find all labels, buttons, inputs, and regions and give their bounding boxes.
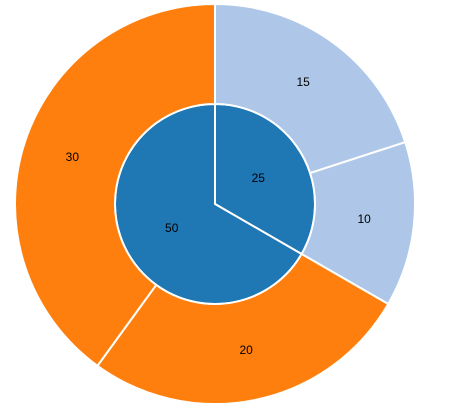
sector-label: 20 [240, 343, 254, 357]
sector [214, 2, 407, 175]
sector-label: 15 [296, 75, 310, 89]
sector-label: 30 [66, 150, 80, 164]
sector-label: 25 [252, 171, 266, 185]
sector [14, 2, 216, 368]
sector-label: 50 [165, 221, 179, 235]
sector [96, 252, 390, 405]
sector-label: 10 [357, 212, 371, 226]
